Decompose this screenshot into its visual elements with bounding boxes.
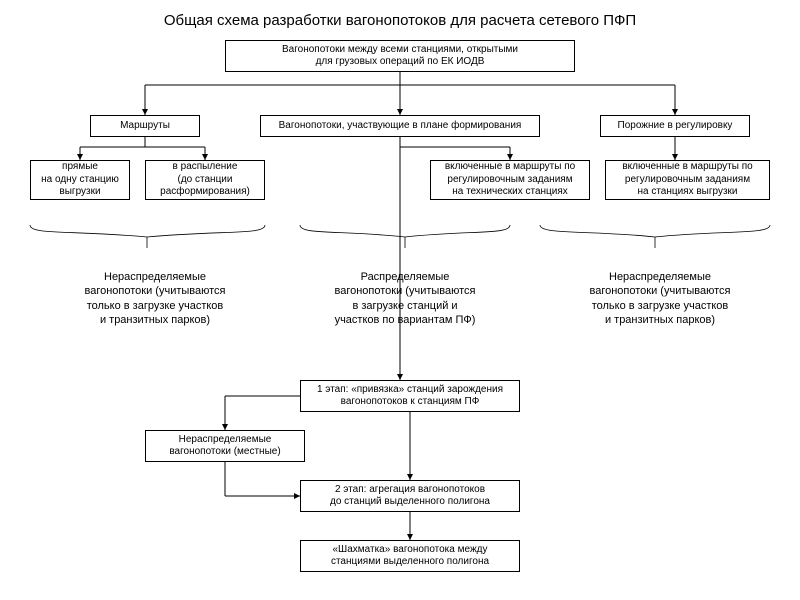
note-left: Нераспределяемыевагонопотоки (учитываютс… — [55, 270, 255, 327]
node-local: Нераспределяемыевагонопотоки (местные) — [145, 430, 305, 462]
node-spray: в распыление(до станциирасформирования) — [145, 160, 265, 200]
node-stage1: 1 этап: «привязка» станций зарожденияваг… — [300, 380, 520, 412]
node-direct: прямыена одну станциювыгрузки — [30, 160, 130, 200]
node-chess: «Шахматка» вагонопотока междустанциями в… — [300, 540, 520, 572]
node-inc-tech: включенные в маршруты порегулировочным з… — [430, 160, 590, 200]
node-routes: Маршруты — [90, 115, 200, 137]
note-right: Нераспределяемыевагонопотоки (учитываютс… — [555, 270, 765, 327]
note-center: Распределяемыевагонопотоки (учитываютсяв… — [300, 270, 510, 327]
node-empty: Порожние в регулировку — [600, 115, 750, 137]
diagram-title: Общая схема разработки вагонопотоков для… — [0, 12, 800, 29]
node-inc-unl: включенные в маршруты порегулировочным з… — [605, 160, 770, 200]
node-stage2: 2 этап: агрегация вагонопотоковдо станци… — [300, 480, 520, 512]
node-root: Вагонопотоки между всеми станциями, откр… — [225, 40, 575, 72]
node-vplan: Вагонопотоки, участвующие в плане формир… — [260, 115, 540, 137]
